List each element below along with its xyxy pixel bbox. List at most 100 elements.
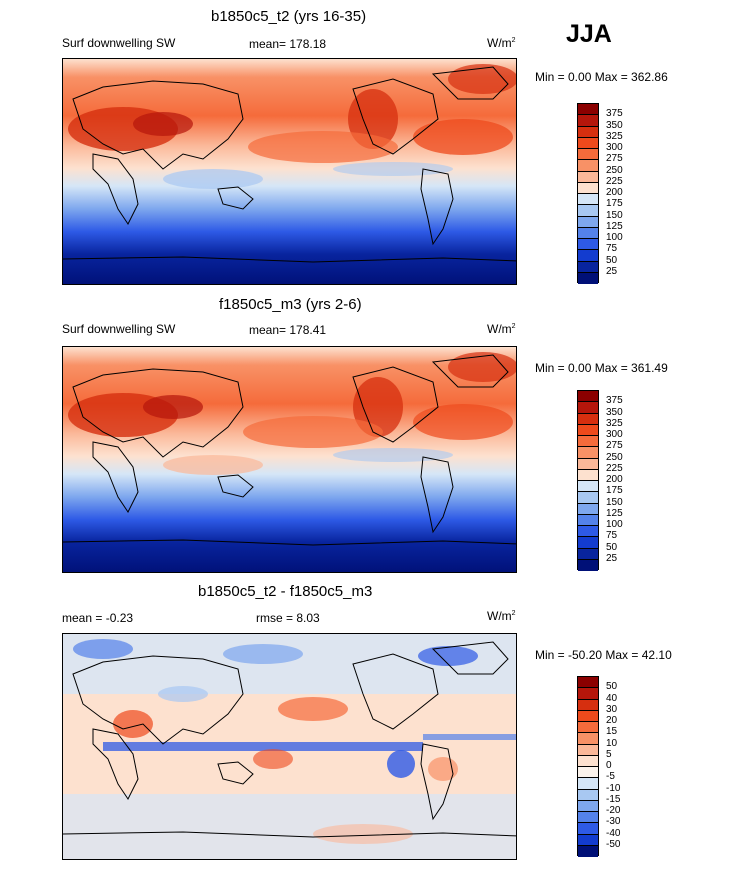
colorbar-tick-label: 15	[606, 726, 618, 738]
colorbar-swatch	[578, 182, 598, 194]
colorbar-swatch	[578, 744, 598, 756]
colorbar-tick-label: 150	[606, 209, 623, 221]
colorbar-tick-label: 200	[606, 474, 623, 485]
colorbar-tick-label: -20	[606, 805, 621, 816]
panel-3-title: b1850c5_t2 - f1850c5_m3	[198, 583, 373, 600]
colorbar-swatch	[578, 812, 598, 824]
colorbar-swatch	[578, 171, 598, 183]
colorbar-tick-label: 375	[606, 108, 623, 120]
colorbar-tick-label: -50	[606, 838, 621, 850]
colorbar-tick-label: 0	[606, 760, 612, 771]
colorbar-tick-label: 10	[606, 737, 618, 749]
panel-1-map	[62, 58, 517, 285]
colorbar-tick-label: 250	[606, 451, 623, 463]
panel-2-title: f1850c5_m3 (yrs 2-6)	[219, 296, 362, 313]
colorbar-tick-label: -10	[606, 782, 621, 794]
colorbar-tick-label: 75	[606, 530, 618, 542]
colorbar-tick-label: 150	[606, 496, 623, 508]
colorbar-swatch	[578, 699, 598, 711]
panel-1-title: b1850c5_t2 (yrs 16-35)	[211, 8, 367, 25]
colorbar-tick-label: 100	[606, 519, 623, 530]
colorbar-swatch	[578, 789, 598, 801]
panel-1-colorbar	[577, 103, 599, 284]
colorbar-tick-label: 25	[606, 265, 618, 277]
colorbar-swatch	[578, 559, 598, 571]
colorbar-swatch	[578, 149, 598, 161]
colorbar-tick-label: 125	[606, 220, 623, 232]
colorbar-swatch	[578, 834, 598, 846]
panel-1-minmax: Min = 0.00 Max = 362.86	[535, 70, 668, 84]
colorbar-tick-label: -40	[606, 827, 621, 839]
colorbar-tick-label: 350	[606, 406, 623, 418]
colorbar-tick-label: 225	[606, 462, 623, 474]
colorbar-swatch	[578, 272, 598, 284]
colorbar-swatch	[578, 823, 598, 835]
colorbar-swatch	[578, 137, 598, 149]
colorbar-swatch	[578, 492, 598, 504]
colorbar-tick-label: 275	[606, 153, 623, 165]
panel-2-map	[62, 346, 517, 573]
colorbar-swatch	[578, 503, 598, 515]
panel-3-mean-label: mean = -0.23	[62, 611, 134, 625]
colorbar-tick-label: 40	[606, 692, 618, 704]
colorbar-swatch	[578, 205, 598, 217]
panel-3-map	[62, 633, 517, 860]
colorbar-tick-label: 325	[606, 130, 623, 142]
colorbar-swatch	[578, 469, 598, 481]
colorbar-tick-label: 30	[606, 703, 618, 715]
colorbar-swatch	[578, 548, 598, 560]
panel-1-units: W/m2	[487, 36, 516, 50]
panel-2-colorbar	[577, 390, 599, 571]
colorbar-tick-label: 75	[606, 243, 618, 255]
colorbar-tick-label: 200	[606, 187, 623, 198]
colorbar-swatch	[578, 710, 598, 722]
colorbar-tick-label: 175	[606, 485, 623, 497]
colorbar-swatch	[578, 688, 598, 700]
panel-2-variable-label: Surf downwelling SW	[62, 322, 176, 336]
panel-3-units: W/m2	[487, 609, 516, 623]
colorbar-tick-label: -15	[606, 793, 621, 805]
panel-1-variable-label: Surf downwelling SW	[62, 36, 176, 50]
colorbar-tick-label: 20	[606, 715, 618, 726]
colorbar-swatch	[578, 227, 598, 239]
panel-3-rmse-label: rmse = 8.03	[256, 611, 320, 625]
colorbar-swatch	[578, 261, 598, 273]
colorbar-tick-label: 25	[606, 552, 618, 564]
colorbar-tick-label: 350	[606, 119, 623, 131]
colorbar-swatch	[578, 436, 598, 448]
panel-2-minmax: Min = 0.00 Max = 361.49	[535, 361, 668, 375]
colorbar-swatch	[578, 845, 598, 857]
colorbar-tick-label: 275	[606, 440, 623, 452]
colorbar-swatch	[578, 413, 598, 425]
panel-3-minmax: Min = -50.20 Max = 42.10	[535, 648, 672, 662]
colorbar-tick-label: 300	[606, 429, 623, 440]
colorbar-swatch	[578, 239, 598, 251]
colorbar-tick-label: 175	[606, 198, 623, 210]
season-label: JJA	[566, 20, 612, 48]
colorbar-swatch	[578, 481, 598, 493]
colorbar-tick-label: 225	[606, 175, 623, 187]
colorbar-swatch	[578, 216, 598, 228]
colorbar-swatch	[578, 526, 598, 538]
colorbar-swatch	[578, 722, 598, 734]
colorbar-swatch	[578, 115, 598, 127]
colorbar-swatch	[578, 755, 598, 767]
colorbar-tick-label: 50	[606, 681, 618, 693]
colorbar-swatch	[578, 424, 598, 436]
colorbar-swatch	[578, 160, 598, 172]
colorbar-swatch	[578, 733, 598, 745]
colorbar-swatch	[578, 402, 598, 414]
colorbar-swatch	[578, 104, 598, 116]
panel-1-mean-label: mean= 178.18	[249, 37, 327, 51]
colorbar-tick-label: 50	[606, 254, 618, 266]
colorbar-tick-label: -30	[606, 816, 621, 828]
colorbar-tick-label: 300	[606, 142, 623, 153]
colorbar-swatch	[578, 677, 598, 689]
panel-2-mean-label: mean= 178.41	[249, 323, 327, 337]
panel-3-colorbar	[577, 676, 599, 857]
colorbar-swatch	[578, 458, 598, 470]
colorbar-tick-label: -5	[606, 771, 615, 783]
colorbar-tick-label: 5	[606, 748, 612, 760]
panel-2-units: W/m2	[487, 322, 516, 336]
colorbar-swatch	[578, 514, 598, 526]
